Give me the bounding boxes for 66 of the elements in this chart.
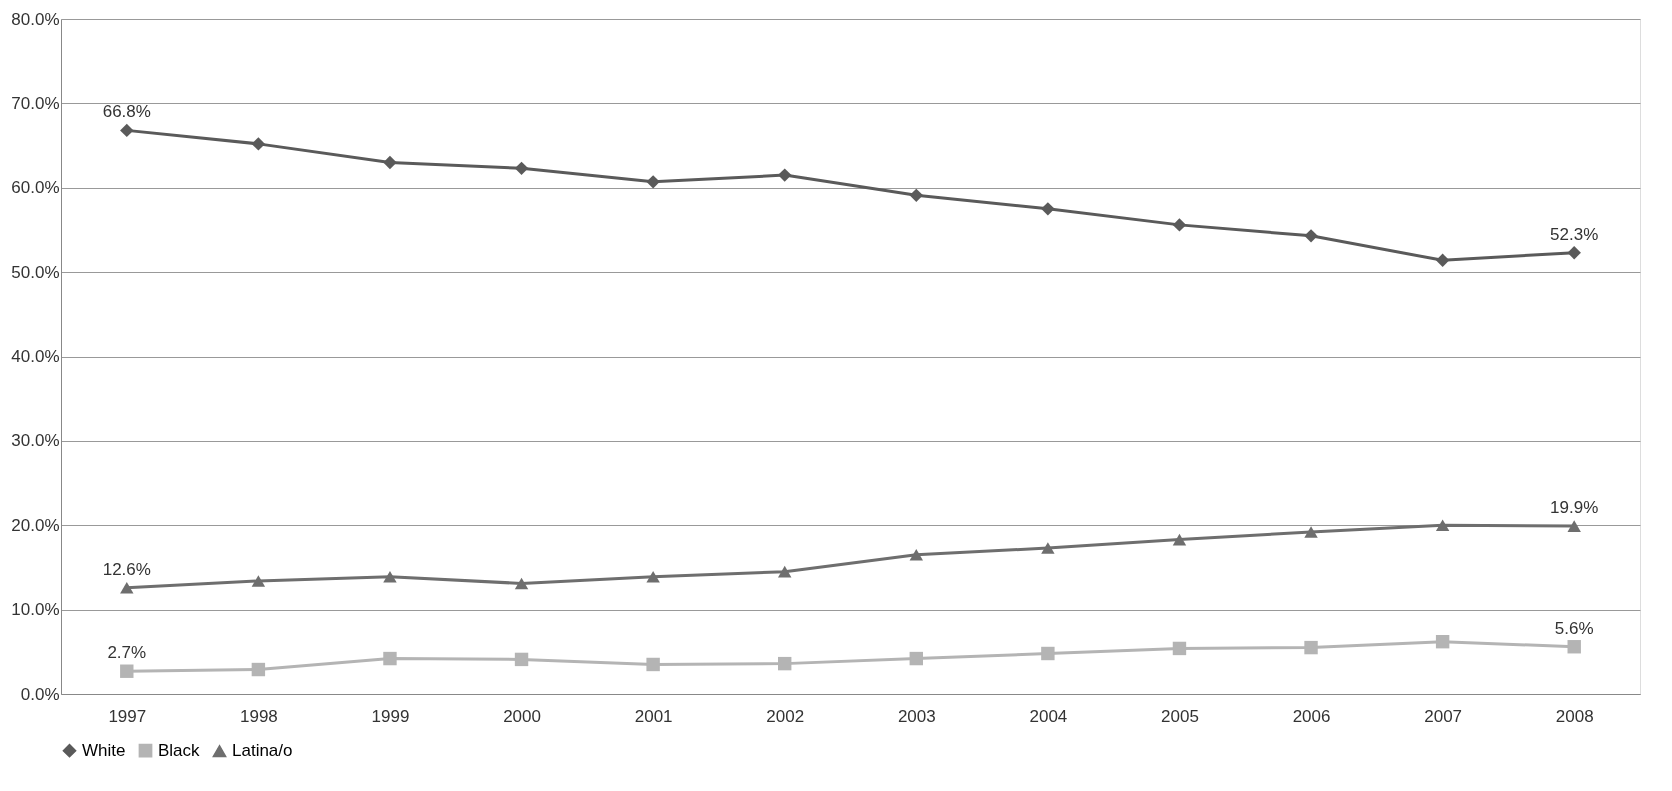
point: [1041, 646, 1055, 661]
x-tick-label: 1998: [239, 706, 278, 726]
legend-label: White: [82, 740, 126, 760]
y-tick-label: 40.0%: [11, 347, 60, 366]
point: [251, 575, 266, 587]
y-tick-label: 80.0%: [11, 9, 60, 29]
y-tick-label: 10.0%: [11, 600, 60, 620]
point: [1172, 641, 1187, 656]
point: [514, 161, 529, 176]
point: [1304, 640, 1318, 655]
y-tick-label: 30.0%: [11, 431, 60, 451]
point: [1435, 253, 1450, 268]
point: [1435, 519, 1450, 532]
point: [1041, 542, 1055, 554]
point: [120, 664, 134, 678]
x-tick-label: 2005: [1161, 706, 1199, 726]
point: [646, 657, 660, 672]
point: [778, 656, 792, 671]
point: [383, 570, 397, 583]
x-tick-label: 2006: [1292, 706, 1331, 726]
data-label: 2.7%: [107, 643, 147, 663]
point: [514, 652, 529, 667]
point: [909, 548, 923, 561]
point: [120, 123, 134, 138]
point: [646, 175, 660, 189]
point: [1435, 634, 1450, 649]
point: [514, 577, 529, 590]
point: [1172, 218, 1187, 232]
x-tick-label: 2004: [1029, 706, 1068, 726]
x-tick-label: 2008: [1555, 706, 1594, 726]
point: [778, 565, 792, 578]
y-tick-label: 60.0%: [11, 178, 60, 198]
data-label: 5.6%: [1554, 618, 1594, 638]
point: [1304, 526, 1318, 538]
x-tick-label: 1997: [108, 706, 147, 726]
point: [1041, 202, 1055, 216]
point: [1567, 246, 1581, 260]
data-label: 19.9%: [1550, 498, 1599, 518]
y-tick-label: 0.0%: [20, 684, 60, 704]
x-tick-label: 2000: [503, 706, 541, 726]
x-tick-label: 2007: [1424, 706, 1463, 726]
point: [383, 651, 397, 666]
point: [1567, 640, 1581, 654]
x-tick-label: 1999: [371, 706, 410, 726]
point: [1304, 229, 1318, 243]
point: [251, 137, 266, 151]
x-tick-label: 2002: [766, 706, 805, 726]
data-label: 52.3%: [1550, 224, 1599, 244]
point: [1172, 533, 1187, 546]
data-label: 12.6%: [102, 559, 151, 579]
x-tick-label: 2001: [634, 706, 673, 726]
y-tick-label: 20.0%: [11, 515, 60, 535]
y-tick-label: 70.0%: [11, 93, 60, 113]
y-tick-label: 50.0%: [11, 262, 60, 282]
point: [778, 168, 792, 182]
point: [909, 188, 923, 203]
data-label: 66.8%: [102, 102, 151, 122]
point: [1567, 520, 1581, 532]
point: [120, 581, 134, 594]
point: [909, 651, 923, 666]
point: [383, 155, 397, 170]
point: [646, 570, 660, 583]
point: [251, 662, 266, 677]
legend-label: Latina/o: [232, 741, 293, 761]
legend-label: Black: [158, 740, 201, 760]
x-tick-label: 2003: [897, 706, 936, 726]
